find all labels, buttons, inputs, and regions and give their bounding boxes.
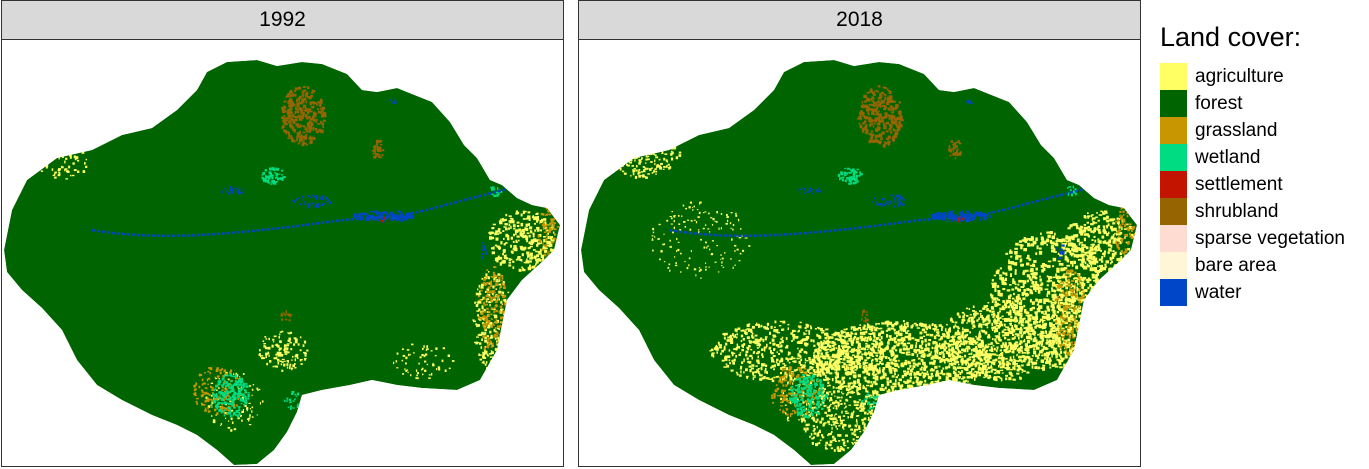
legend-label: forest	[1195, 92, 1243, 114]
legend-items: agriculture forest grassland wetland settlem…	[1160, 63, 1345, 306]
legend-item-settlement: settlement	[1160, 171, 1345, 198]
legend-label: sparse vegetation	[1195, 227, 1345, 249]
legend-item-shrubland: shrubland	[1160, 198, 1345, 225]
land-cover-map-2018	[579, 40, 1140, 466]
legend-swatch	[1160, 279, 1187, 306]
legend-item-grassland: grassland	[1160, 117, 1345, 144]
panel-title-2018: 2018	[579, 1, 1140, 40]
legend-label: wetland	[1195, 146, 1261, 168]
panel-title-1992: 1992	[2, 1, 563, 40]
legend-swatch	[1160, 198, 1187, 225]
legend-label: agriculture	[1195, 65, 1284, 87]
legend-title: Land cover:	[1160, 22, 1302, 52]
legend-label: settlement	[1195, 173, 1283, 195]
legend-label: grassland	[1195, 119, 1278, 141]
legend-swatch	[1160, 63, 1187, 90]
legend-item-agriculture: agriculture	[1160, 63, 1345, 90]
land-cover-raster	[581, 60, 1137, 465]
land-cover-map-1992	[2, 40, 563, 466]
legend-swatch	[1160, 90, 1187, 117]
legend-label: water	[1195, 281, 1242, 303]
legend-swatch	[1160, 252, 1187, 279]
legend-swatch	[1160, 117, 1187, 144]
legend-label: shrubland	[1195, 200, 1279, 222]
legend-swatch	[1160, 144, 1187, 171]
legend-item-sparse-vegetation: sparse vegetation	[1160, 225, 1345, 252]
legend-item-water: water	[1160, 279, 1345, 306]
legend-swatch	[1160, 225, 1187, 252]
legend-item-bare-area: bare area	[1160, 252, 1345, 279]
legend-swatch	[1160, 171, 1187, 198]
legend-item-forest: forest	[1160, 90, 1345, 117]
legend: Land cover: agriculture forest grassland we…	[1160, 22, 1345, 306]
legend-label: bare area	[1195, 254, 1277, 276]
map-panel-1992: 1992	[1, 0, 564, 467]
map-panel-2018: 2018	[578, 0, 1141, 467]
land-cover-raster	[4, 60, 560, 465]
legend-item-wetland: wetland	[1160, 144, 1345, 171]
